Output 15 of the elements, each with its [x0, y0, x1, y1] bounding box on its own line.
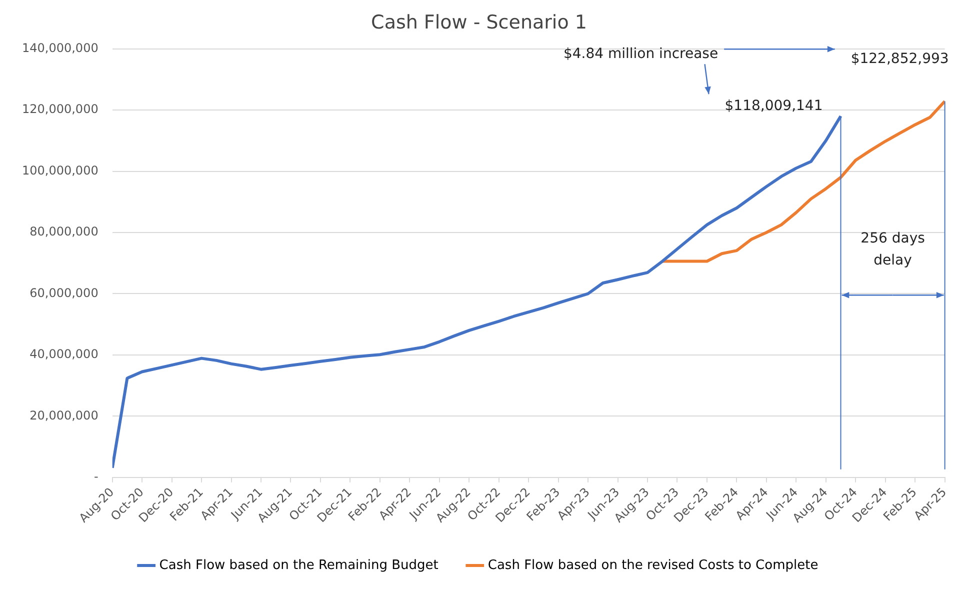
y-tick-label: 140,000,000	[22, 40, 98, 55]
legend-label: Cash Flow based on the revised Costs to Complete	[488, 558, 818, 573]
annotation: $122,852,993	[850, 50, 949, 67]
y-tick-label: 60,000,000	[30, 286, 98, 300]
annotation: $118,009,141	[724, 98, 823, 114]
y-tick-label: -	[94, 470, 98, 484]
y-tick-label: 40,000,000	[30, 347, 98, 362]
legend-label: Cash Flow based on the Remaining Budget	[159, 558, 438, 573]
y-tick-label: 100,000,000	[22, 163, 98, 178]
chart-title: Cash Flow - Scenario 1	[371, 11, 587, 34]
annotation: 256 days delay	[860, 230, 925, 269]
y-tick-label: 80,000,000	[30, 224, 98, 239]
annotation: $4.84 million increase	[563, 46, 718, 62]
y-tick-label: 20,000,000	[30, 408, 98, 422]
y-tick-label: 120,000,000	[22, 102, 98, 116]
